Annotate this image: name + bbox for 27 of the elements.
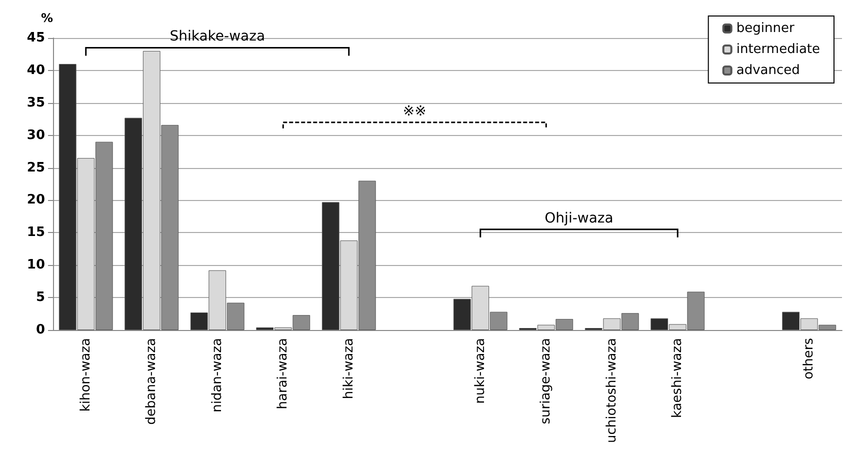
y-tick-label: 5 [36,290,45,306]
x-tick-label: kihon-waza [78,338,94,412]
y-tick-label: 40 [26,62,45,78]
y-tick-label: 35 [26,95,45,110]
legend-label: beginner [736,21,795,36]
x-tick-label: debana-waza [144,338,160,425]
y-axis-title: % [40,11,53,25]
y-tick-label: 30 [26,128,45,143]
x-tick-label: suriage-waza [538,338,554,424]
y-tick-label: 20 [26,192,45,208]
annotation: Shikake-waza [170,28,266,45]
y-tick-label: 15 [26,225,45,240]
annotation: ※※ [402,103,426,120]
legend-label: advanced [736,63,800,78]
y-tick-label: 10 [26,258,45,273]
x-tick-label: harai-waza [276,338,291,410]
y-tick-label: 45 [26,30,45,46]
x-tick-label: nuki-waza [472,338,488,404]
x-tick-label: uchiotoshi-waza [604,338,620,443]
annotation: Ohji-waza [544,210,614,226]
x-tick-label: hiki-waza [341,338,356,400]
x-tick-label: others [802,338,817,380]
x-tick-label: nidan-waza [210,338,225,412]
y-tick-label: 25 [26,160,45,176]
x-tick-label: kaeshi-waza [670,338,686,418]
legend-label: intermediate [736,42,820,57]
y-tick-label: 0 [36,322,45,338]
